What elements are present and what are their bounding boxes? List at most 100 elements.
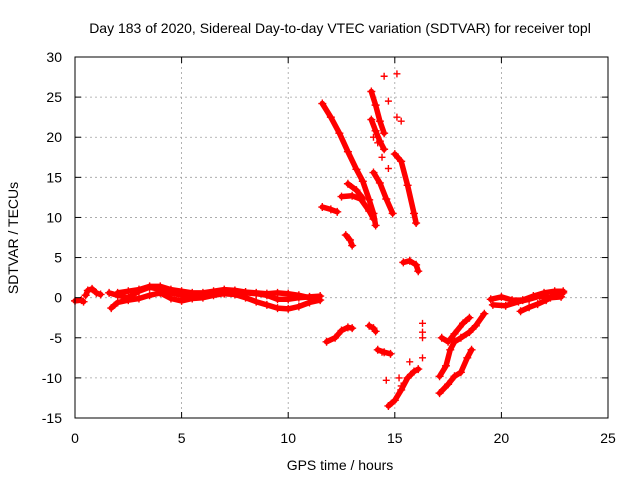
y-tick-label: 20	[46, 129, 62, 145]
data-point	[444, 380, 453, 389]
data-point	[419, 354, 427, 362]
data-point	[220, 285, 229, 294]
x-tick-label: 5	[178, 430, 186, 446]
data-point	[198, 288, 207, 297]
data-point	[378, 348, 386, 356]
data-point	[365, 321, 374, 330]
data-point	[343, 323, 352, 332]
data-point	[384, 97, 392, 105]
data-point	[380, 72, 388, 80]
data-point	[166, 294, 175, 303]
data-point	[371, 221, 380, 230]
data-point	[382, 376, 390, 384]
data-point	[514, 297, 523, 306]
data-point	[124, 296, 133, 305]
data-point	[318, 203, 327, 212]
data-point	[435, 372, 444, 381]
data-point	[465, 313, 474, 322]
data-point	[318, 99, 327, 108]
data-point	[375, 178, 384, 187]
data-point	[177, 296, 186, 305]
data-point	[403, 373, 412, 382]
data-point	[348, 324, 357, 333]
data-point	[441, 361, 450, 370]
data-point	[337, 192, 346, 201]
x-tick-label: 10	[280, 430, 296, 446]
data-point	[533, 300, 542, 309]
data-point	[367, 87, 376, 96]
data-point	[107, 304, 116, 313]
data-point	[273, 288, 282, 297]
data-point	[369, 215, 378, 224]
data-point	[367, 115, 376, 124]
data-point	[369, 168, 378, 177]
data-point	[437, 333, 446, 342]
x-axis-label: GPS time / hours	[287, 457, 394, 473]
data-point	[262, 300, 271, 309]
data-point	[390, 150, 399, 159]
data-point	[352, 165, 361, 174]
data-point	[230, 286, 239, 295]
data-point	[378, 153, 386, 161]
data-point	[241, 288, 250, 297]
y-tick-label: -15	[42, 410, 62, 426]
data-point	[83, 286, 92, 295]
data-point	[388, 209, 397, 218]
data-point	[384, 401, 393, 410]
data-point	[386, 349, 395, 358]
data-point	[550, 291, 559, 300]
data-point	[177, 287, 186, 296]
data-point	[559, 288, 568, 297]
data-point	[395, 374, 403, 382]
data-point	[79, 297, 88, 306]
plot-frame	[74, 56, 609, 419]
data-point	[352, 186, 361, 195]
y-tick-label: 30	[46, 49, 62, 65]
y-tick-labels: -15 -10 -5 0 5 10 15 20 25 30	[42, 49, 62, 426]
data-point	[444, 337, 453, 346]
data-point	[113, 298, 122, 307]
data-point	[501, 301, 510, 310]
data-point	[284, 304, 293, 313]
data-point	[343, 179, 352, 188]
data-point	[209, 287, 218, 296]
y-tick-label: -10	[42, 370, 62, 386]
data-point	[397, 117, 405, 125]
data-point	[252, 297, 261, 306]
data-point	[414, 267, 423, 276]
x-tick-label: 0	[71, 430, 79, 446]
data-point	[371, 126, 380, 135]
data-point	[375, 117, 384, 126]
data-point	[273, 304, 282, 313]
data-point	[380, 129, 389, 138]
data-point	[341, 231, 350, 240]
data-series-arc-14-top	[368, 88, 387, 136]
data-point	[369, 133, 377, 141]
data-point	[365, 195, 374, 204]
axis-ticks	[74, 56, 609, 419]
data-point	[390, 396, 399, 405]
data-point	[294, 302, 303, 311]
data-point	[346, 235, 355, 244]
data-point	[459, 319, 468, 328]
data-point	[542, 296, 551, 305]
data-point	[480, 309, 489, 318]
y-tick-label: -5	[50, 330, 63, 346]
data-series-arc-17-neg-b	[436, 310, 488, 380]
y-tick-label: 15	[46, 169, 62, 185]
data-point	[252, 288, 261, 297]
data-point	[284, 289, 293, 298]
x-tick-label: 15	[387, 430, 403, 446]
data-point	[124, 287, 133, 296]
data-point	[374, 139, 382, 147]
data-point	[414, 365, 423, 374]
data-point	[81, 291, 90, 300]
data-point	[105, 288, 114, 297]
data-point	[535, 292, 544, 301]
data-point	[465, 328, 474, 337]
data-point	[384, 165, 392, 173]
data-point	[382, 194, 391, 203]
data-point	[371, 327, 380, 336]
data-point	[446, 345, 455, 354]
